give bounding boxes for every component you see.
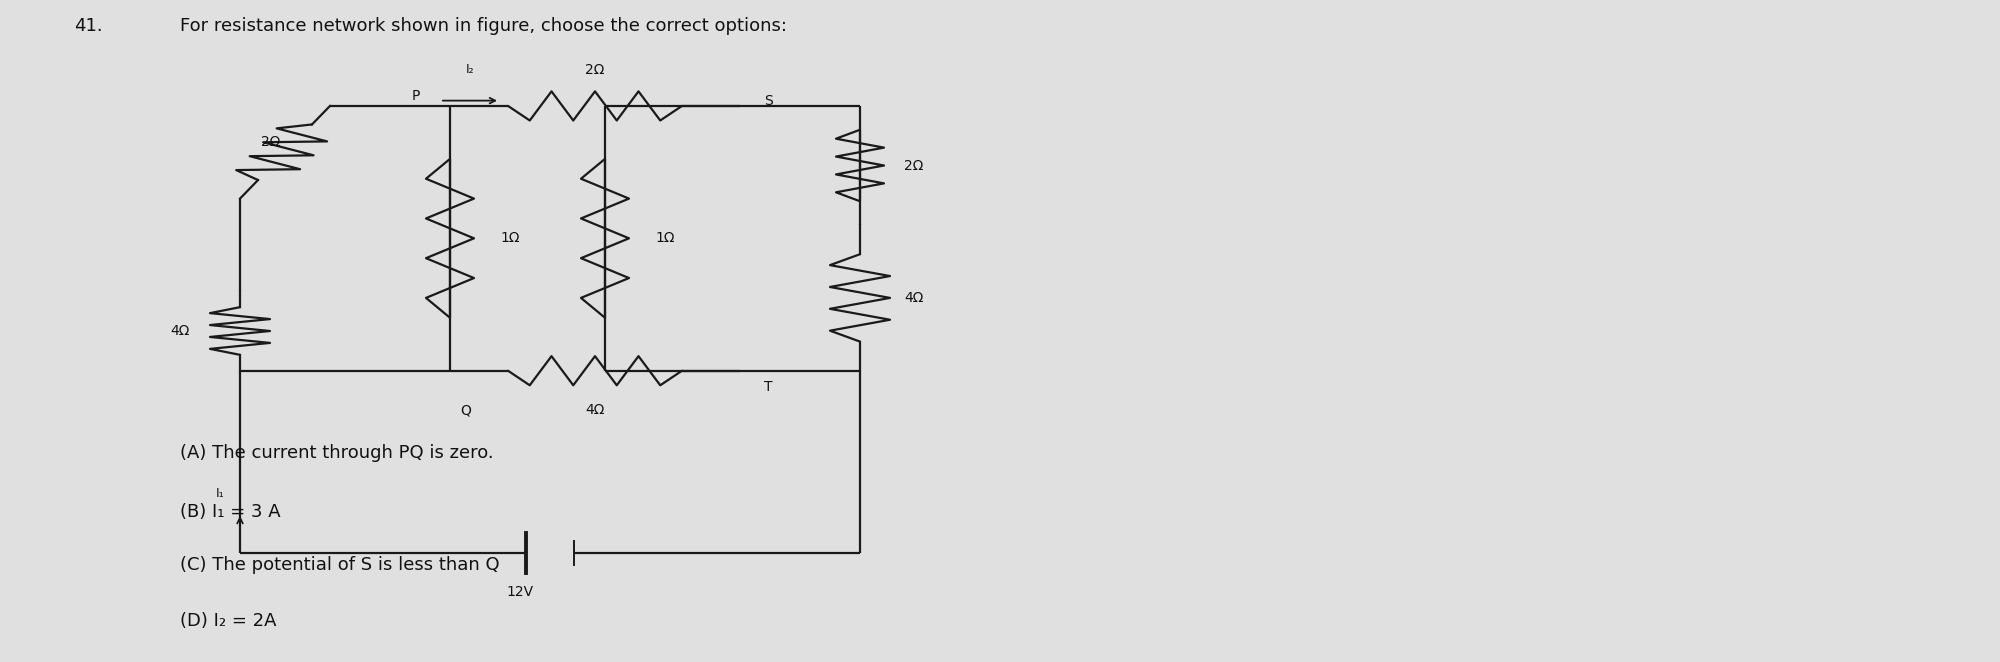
Text: T: T [764,380,772,395]
Text: (D) I₂ = 2A: (D) I₂ = 2A [180,612,276,630]
Text: 12V: 12V [506,585,534,600]
Text: I₂: I₂ [466,63,474,76]
Text: (C) The potential of S is less than Q: (C) The potential of S is less than Q [180,556,500,574]
Text: P: P [412,89,420,103]
Text: 2Ω: 2Ω [586,62,604,77]
Text: 41.: 41. [74,17,102,34]
Text: 1Ω: 1Ω [656,231,674,246]
Text: 1Ω: 1Ω [500,231,520,246]
Text: Q: Q [460,403,470,418]
Text: (B) I₁ = 3 A: (B) I₁ = 3 A [180,503,280,521]
Text: For resistance network shown in figure, choose the correct options:: For resistance network shown in figure, … [180,17,788,34]
Text: 2Ω: 2Ω [904,158,924,173]
Text: I₁: I₁ [216,487,224,500]
Text: 4Ω: 4Ω [904,291,924,305]
Text: 2Ω: 2Ω [260,135,280,150]
Text: (A) The current through PQ is zero.: (A) The current through PQ is zero. [180,444,494,461]
Text: S: S [764,93,772,108]
Text: 4Ω: 4Ω [586,403,604,418]
Text: 4Ω: 4Ω [170,324,190,338]
